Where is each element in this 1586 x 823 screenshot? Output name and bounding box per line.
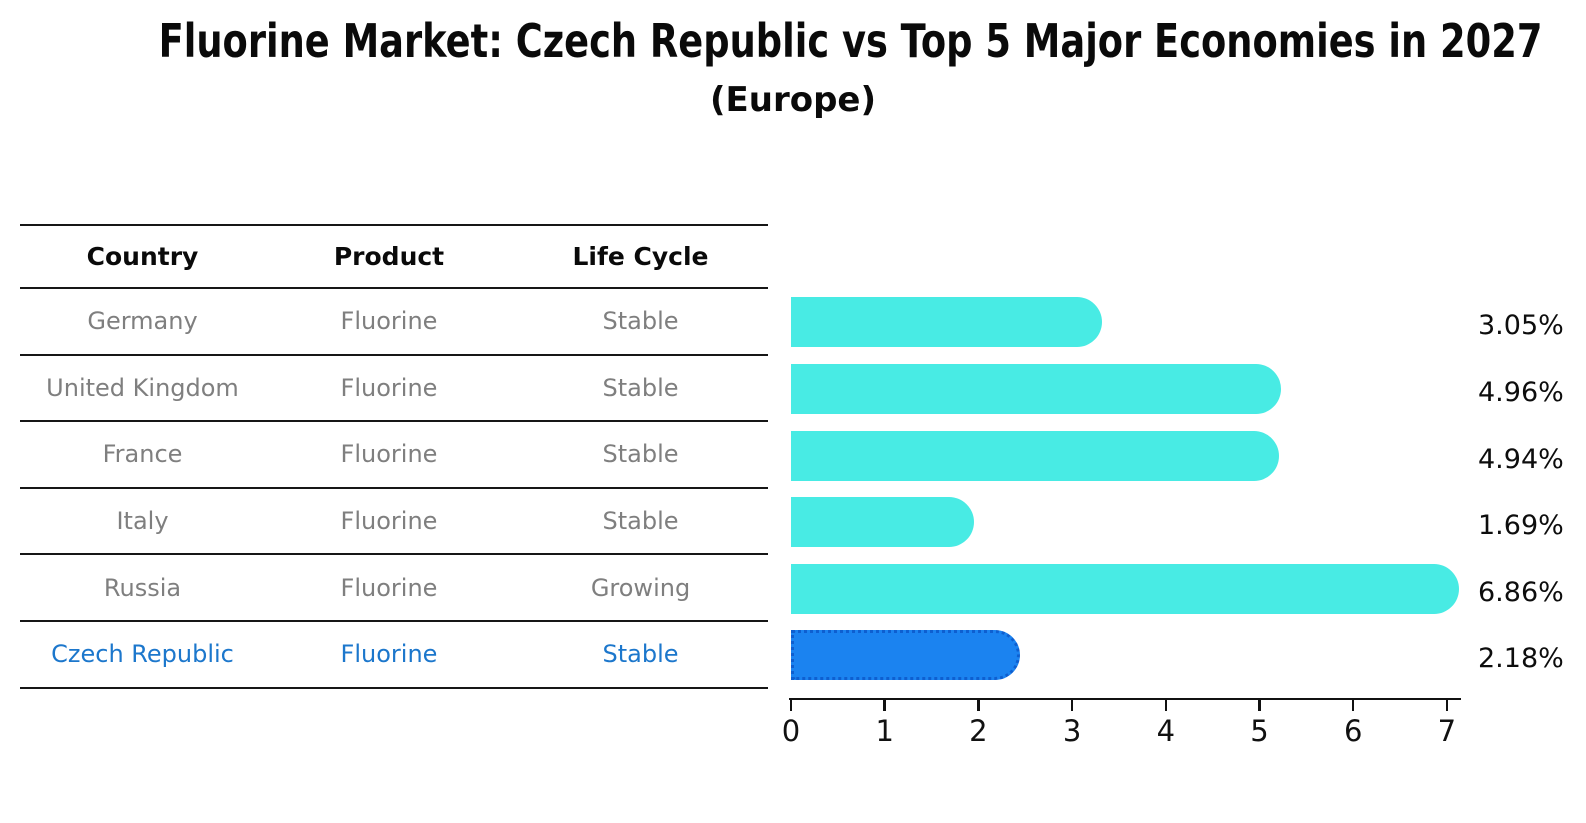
cell-product: Fluorine (340, 373, 438, 402)
table-row-france: France Fluorine Stable (20, 422, 768, 489)
chart-subtitle: (Europe) (709, 80, 877, 120)
bar-russia (791, 563, 1459, 614)
cell-lifecycle: Stable (602, 507, 679, 536)
x-axis-tick (977, 700, 980, 711)
x-axis-tick-label: 4 (1156, 714, 1176, 748)
x-axis-tick (1445, 700, 1449, 711)
bar-italy (791, 497, 975, 548)
column-header-lifecycle: Life Cycle (572, 242, 709, 271)
x-axis-tick (1351, 700, 1355, 711)
value-label-italy: 1.69% (1478, 510, 1564, 542)
cell-lifecycle: Stable (602, 307, 679, 336)
value-label-russia: 6.86% (1478, 576, 1564, 608)
x-axis-tick (1164, 700, 1168, 711)
cell-lifecycle: Growing (590, 573, 691, 602)
cell-product: Fluorine (340, 573, 438, 602)
cell-country: France (102, 440, 183, 469)
cell-lifecycle: Stable (602, 373, 679, 402)
chart-title: Fluorine Market: Czech Republic vs Top 5… (158, 14, 1543, 68)
value-label-germany: 3.05% (1478, 310, 1564, 342)
x-axis-tick-label: 5 (1250, 714, 1269, 748)
x-axis-tick-label: 6 (1343, 714, 1363, 748)
table-body: Germany Fluorine Stable United Kingdom Fluor… (20, 289, 768, 689)
x-axis-line (789, 698, 1461, 700)
x-axis-tick-label: 1 (875, 714, 894, 748)
value-label-czech-republic: 2.18% (1478, 643, 1564, 675)
table-row-germany: Germany Fluorine Stable (20, 289, 768, 356)
cell-country: Italy (116, 507, 169, 536)
x-axis-tick-label: 2 (969, 714, 988, 748)
table-header-row: Country Product Life Cycle (20, 224, 768, 289)
value-label-united-kingdom: 4.96% (1478, 376, 1564, 408)
x-axis-tick (789, 700, 793, 711)
x-axis-tick (1070, 700, 1074, 711)
cell-country: Czech Republic (51, 640, 234, 669)
cell-country: Germany (87, 307, 198, 336)
bar-united-kingdom (791, 363, 1281, 414)
x-axis-tick (883, 700, 886, 711)
x-axis-tick-label: 7 (1437, 714, 1457, 748)
x-axis-tick-label: 0 (781, 714, 801, 748)
cell-product: Fluorine (340, 640, 438, 669)
table-row-czech-republic: Czech Republic Fluorine Stable (20, 622, 768, 689)
cell-country: United Kingdom (46, 373, 239, 402)
x-axis-tick-label: 3 (1062, 714, 1082, 748)
country-table: Country Product Life Cycle Germany Fluori… (20, 224, 768, 689)
bar-germany (791, 297, 1102, 348)
cell-lifecycle: Stable (602, 640, 679, 669)
bar-czech-republic (791, 630, 1021, 681)
table-row-italy: Italy Fluorine Stable (20, 489, 768, 556)
value-label-france: 4.94% (1478, 443, 1564, 475)
cell-product: Fluorine (340, 440, 438, 469)
cell-product: Fluorine (340, 307, 438, 336)
cell-lifecycle: Stable (602, 440, 679, 469)
column-header-country: Country (86, 242, 199, 271)
table-row-russia: Russia Fluorine Growing (20, 555, 768, 622)
column-header-product: Product (333, 242, 445, 271)
cell-product: Fluorine (340, 507, 438, 536)
cell-country: Russia (103, 573, 182, 602)
x-axis-tick (1258, 700, 1261, 711)
table-row-united-kingdom: United Kingdom Fluorine Stable (20, 356, 768, 423)
bar-france (791, 430, 1279, 481)
